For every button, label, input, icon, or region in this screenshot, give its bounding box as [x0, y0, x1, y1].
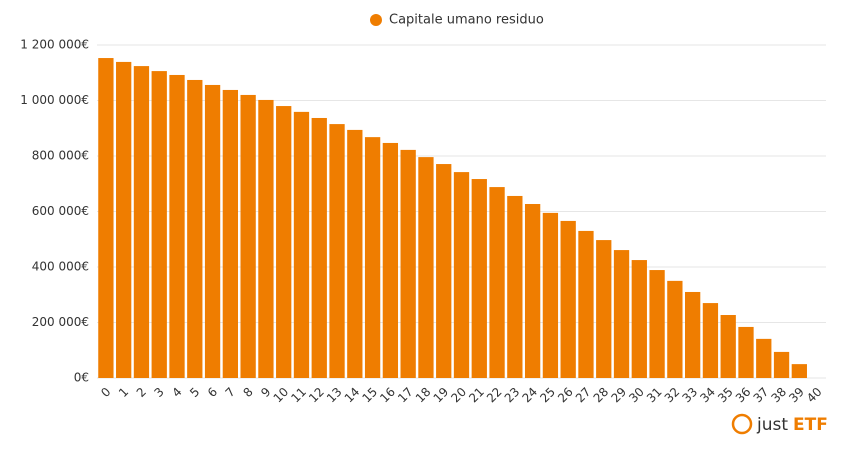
bar	[507, 195, 523, 378]
bar	[418, 157, 434, 378]
bar	[400, 149, 416, 378]
x-tick-label: 9	[258, 385, 273, 400]
bar	[116, 61, 132, 379]
y-tick-label: 1 000 000€	[20, 93, 89, 107]
bar	[222, 89, 238, 378]
bar	[258, 99, 274, 378]
logo-text: just	[756, 415, 788, 435]
bar	[453, 172, 470, 378]
bar	[667, 280, 683, 378]
bar	[649, 270, 665, 378]
x-tick-label: 1	[116, 385, 131, 400]
legend-label[interactable]: Capitale umano residuo	[389, 13, 544, 28]
bar	[702, 303, 719, 378]
y-tick-label: 600 000€	[32, 204, 89, 218]
y-tick-label: 400 000€	[32, 260, 89, 274]
bar	[276, 106, 292, 379]
bar	[596, 240, 612, 378]
bar	[311, 117, 327, 379]
bar	[98, 58, 114, 378]
y-tick-label: 200 000€	[32, 315, 89, 329]
logo-icon	[731, 413, 753, 435]
bar	[204, 84, 221, 379]
bar	[738, 326, 754, 378]
y-tick-label: 0€	[74, 371, 89, 385]
bar	[187, 79, 203, 378]
bar	[382, 142, 399, 378]
bar	[560, 220, 576, 378]
x-tick-label: 6	[205, 385, 220, 400]
bar	[756, 338, 772, 378]
logo: just ETF	[731, 413, 828, 435]
bar	[631, 260, 647, 378]
x-tick-label: 40	[804, 385, 825, 406]
bar	[436, 164, 452, 378]
bar	[329, 124, 345, 379]
bar	[685, 291, 701, 378]
bar	[293, 111, 310, 378]
bar	[524, 204, 541, 378]
y-tick-label: 1 200 000€	[20, 38, 89, 52]
bar	[240, 94, 256, 378]
x-tick-label: 7	[223, 385, 238, 400]
bar	[773, 351, 790, 378]
legend-marker	[370, 14, 382, 26]
bar	[578, 230, 594, 378]
x-tick-label: 4	[169, 385, 184, 400]
logo-text: ETF	[793, 415, 828, 435]
x-tick-label: 8	[240, 385, 255, 400]
bar	[613, 250, 630, 378]
bar	[471, 179, 487, 378]
bar	[364, 137, 381, 378]
bar	[791, 364, 807, 378]
bar	[169, 74, 185, 378]
x-tick-label: 2	[134, 385, 149, 400]
x-tick-label: 0	[98, 385, 113, 400]
x-tick-label: 5	[187, 385, 202, 400]
bar	[489, 187, 505, 378]
bar	[347, 129, 363, 378]
bar	[542, 212, 559, 378]
bar	[720, 315, 736, 378]
x-tick-label: 3	[152, 385, 167, 400]
y-tick-label: 800 000€	[32, 149, 89, 163]
bar	[133, 66, 150, 378]
bar	[151, 71, 167, 379]
